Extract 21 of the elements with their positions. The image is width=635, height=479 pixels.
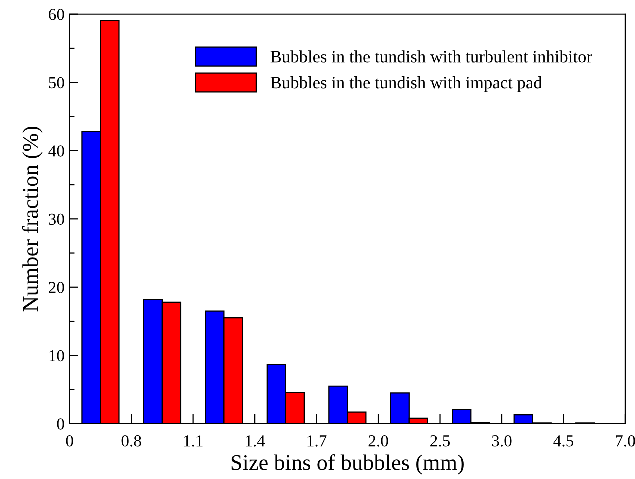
x-axis-title: Size bins of bubbles (mm) bbox=[232, 454, 464, 475]
y-axis-title: Number fraction (%) bbox=[22, 126, 43, 312]
y-tick-label: 0 bbox=[57, 418, 64, 430]
text: 3.0 bbox=[492, 436, 512, 447]
text: 0.8 bbox=[122, 436, 142, 447]
y-tick-label: 40 bbox=[48, 146, 64, 157]
text: 1.4 bbox=[246, 436, 266, 447]
y-tick-label: 20 bbox=[49, 282, 64, 294]
y-tick-label: 60 bbox=[49, 9, 64, 20]
y-tick-label: 30 bbox=[49, 214, 64, 226]
text: 2.0 bbox=[368, 436, 388, 447]
text: 0 bbox=[66, 436, 74, 447]
legend-label: Bubbles in the tundish with impact pad bbox=[270, 76, 542, 92]
y-tick-label: 10 bbox=[50, 350, 64, 362]
y-tick-label: 50 bbox=[49, 77, 64, 89]
legend-label: Bubbles in the tundish with turbulent inhibitor bbox=[270, 50, 592, 63]
text: 1.1 bbox=[184, 436, 203, 447]
text: 1.7 bbox=[308, 436, 327, 447]
text: 4.5 bbox=[554, 436, 574, 447]
text: 7.0 bbox=[616, 436, 635, 447]
text: 2.5 bbox=[430, 436, 450, 447]
